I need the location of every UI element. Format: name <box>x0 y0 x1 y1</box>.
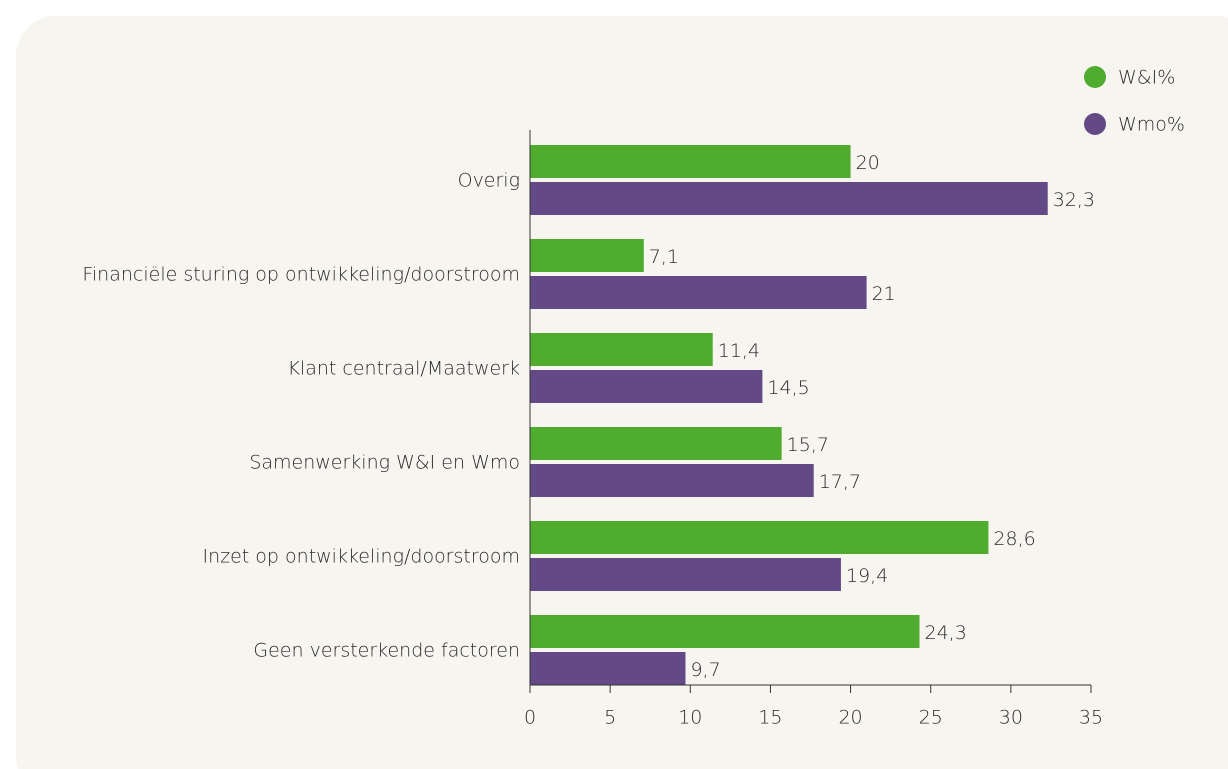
value-label: 32,3 <box>1053 189 1095 211</box>
x-tick-label: 0 <box>524 707 536 729</box>
bar <box>530 652 686 685</box>
x-tick-label: 35 <box>1079 707 1103 729</box>
value-label: 28,6 <box>993 528 1035 550</box>
bar <box>530 276 867 309</box>
x-tick-label: 25 <box>919 707 943 729</box>
bar <box>530 145 851 178</box>
value-label: 9,7 <box>690 659 720 681</box>
bar <box>530 182 1048 215</box>
value-label: 11,4 <box>718 340 760 362</box>
value-label: 14,5 <box>767 377 809 399</box>
bar <box>530 427 782 460</box>
value-label: 24,3 <box>924 622 966 644</box>
x-tick-label: 10 <box>678 707 702 729</box>
value-label: 7,1 <box>649 246 679 268</box>
y-tick-label: Samenwerking W&I en Wmo <box>249 452 520 474</box>
y-tick-label: Financiële sturing op ontwikkeling/doors… <box>82 264 520 286</box>
x-tick-label: 5 <box>604 707 616 729</box>
y-tick-label: Overig <box>458 170 520 192</box>
value-label: 21 <box>872 283 896 305</box>
bar <box>530 521 989 554</box>
legend-label: Wmo% <box>1118 114 1185 136</box>
bar <box>530 464 814 497</box>
y-tick-label: Inzet op ontwikkeling/doorstroom <box>203 546 521 568</box>
bar <box>530 615 920 648</box>
bar <box>530 558 841 591</box>
value-label: 19,4 <box>846 565 888 587</box>
legend-label: W&I% <box>1118 67 1175 89</box>
legend-swatch <box>1084 113 1106 135</box>
legend-swatch <box>1084 66 1106 88</box>
value-label: 20 <box>856 152 880 174</box>
value-label: 15,7 <box>787 434 829 456</box>
x-tick-label: 20 <box>838 707 862 729</box>
x-tick-label: 15 <box>758 707 782 729</box>
y-tick-label: Geen versterkende factoren <box>253 640 520 662</box>
y-tick-label: Klant centraal/Maatwerk <box>288 358 521 380</box>
bar <box>530 239 644 272</box>
value-label: 17,7 <box>819 471 861 493</box>
bar <box>530 333 713 366</box>
bar <box>530 370 763 403</box>
x-tick-label: 30 <box>999 707 1023 729</box>
